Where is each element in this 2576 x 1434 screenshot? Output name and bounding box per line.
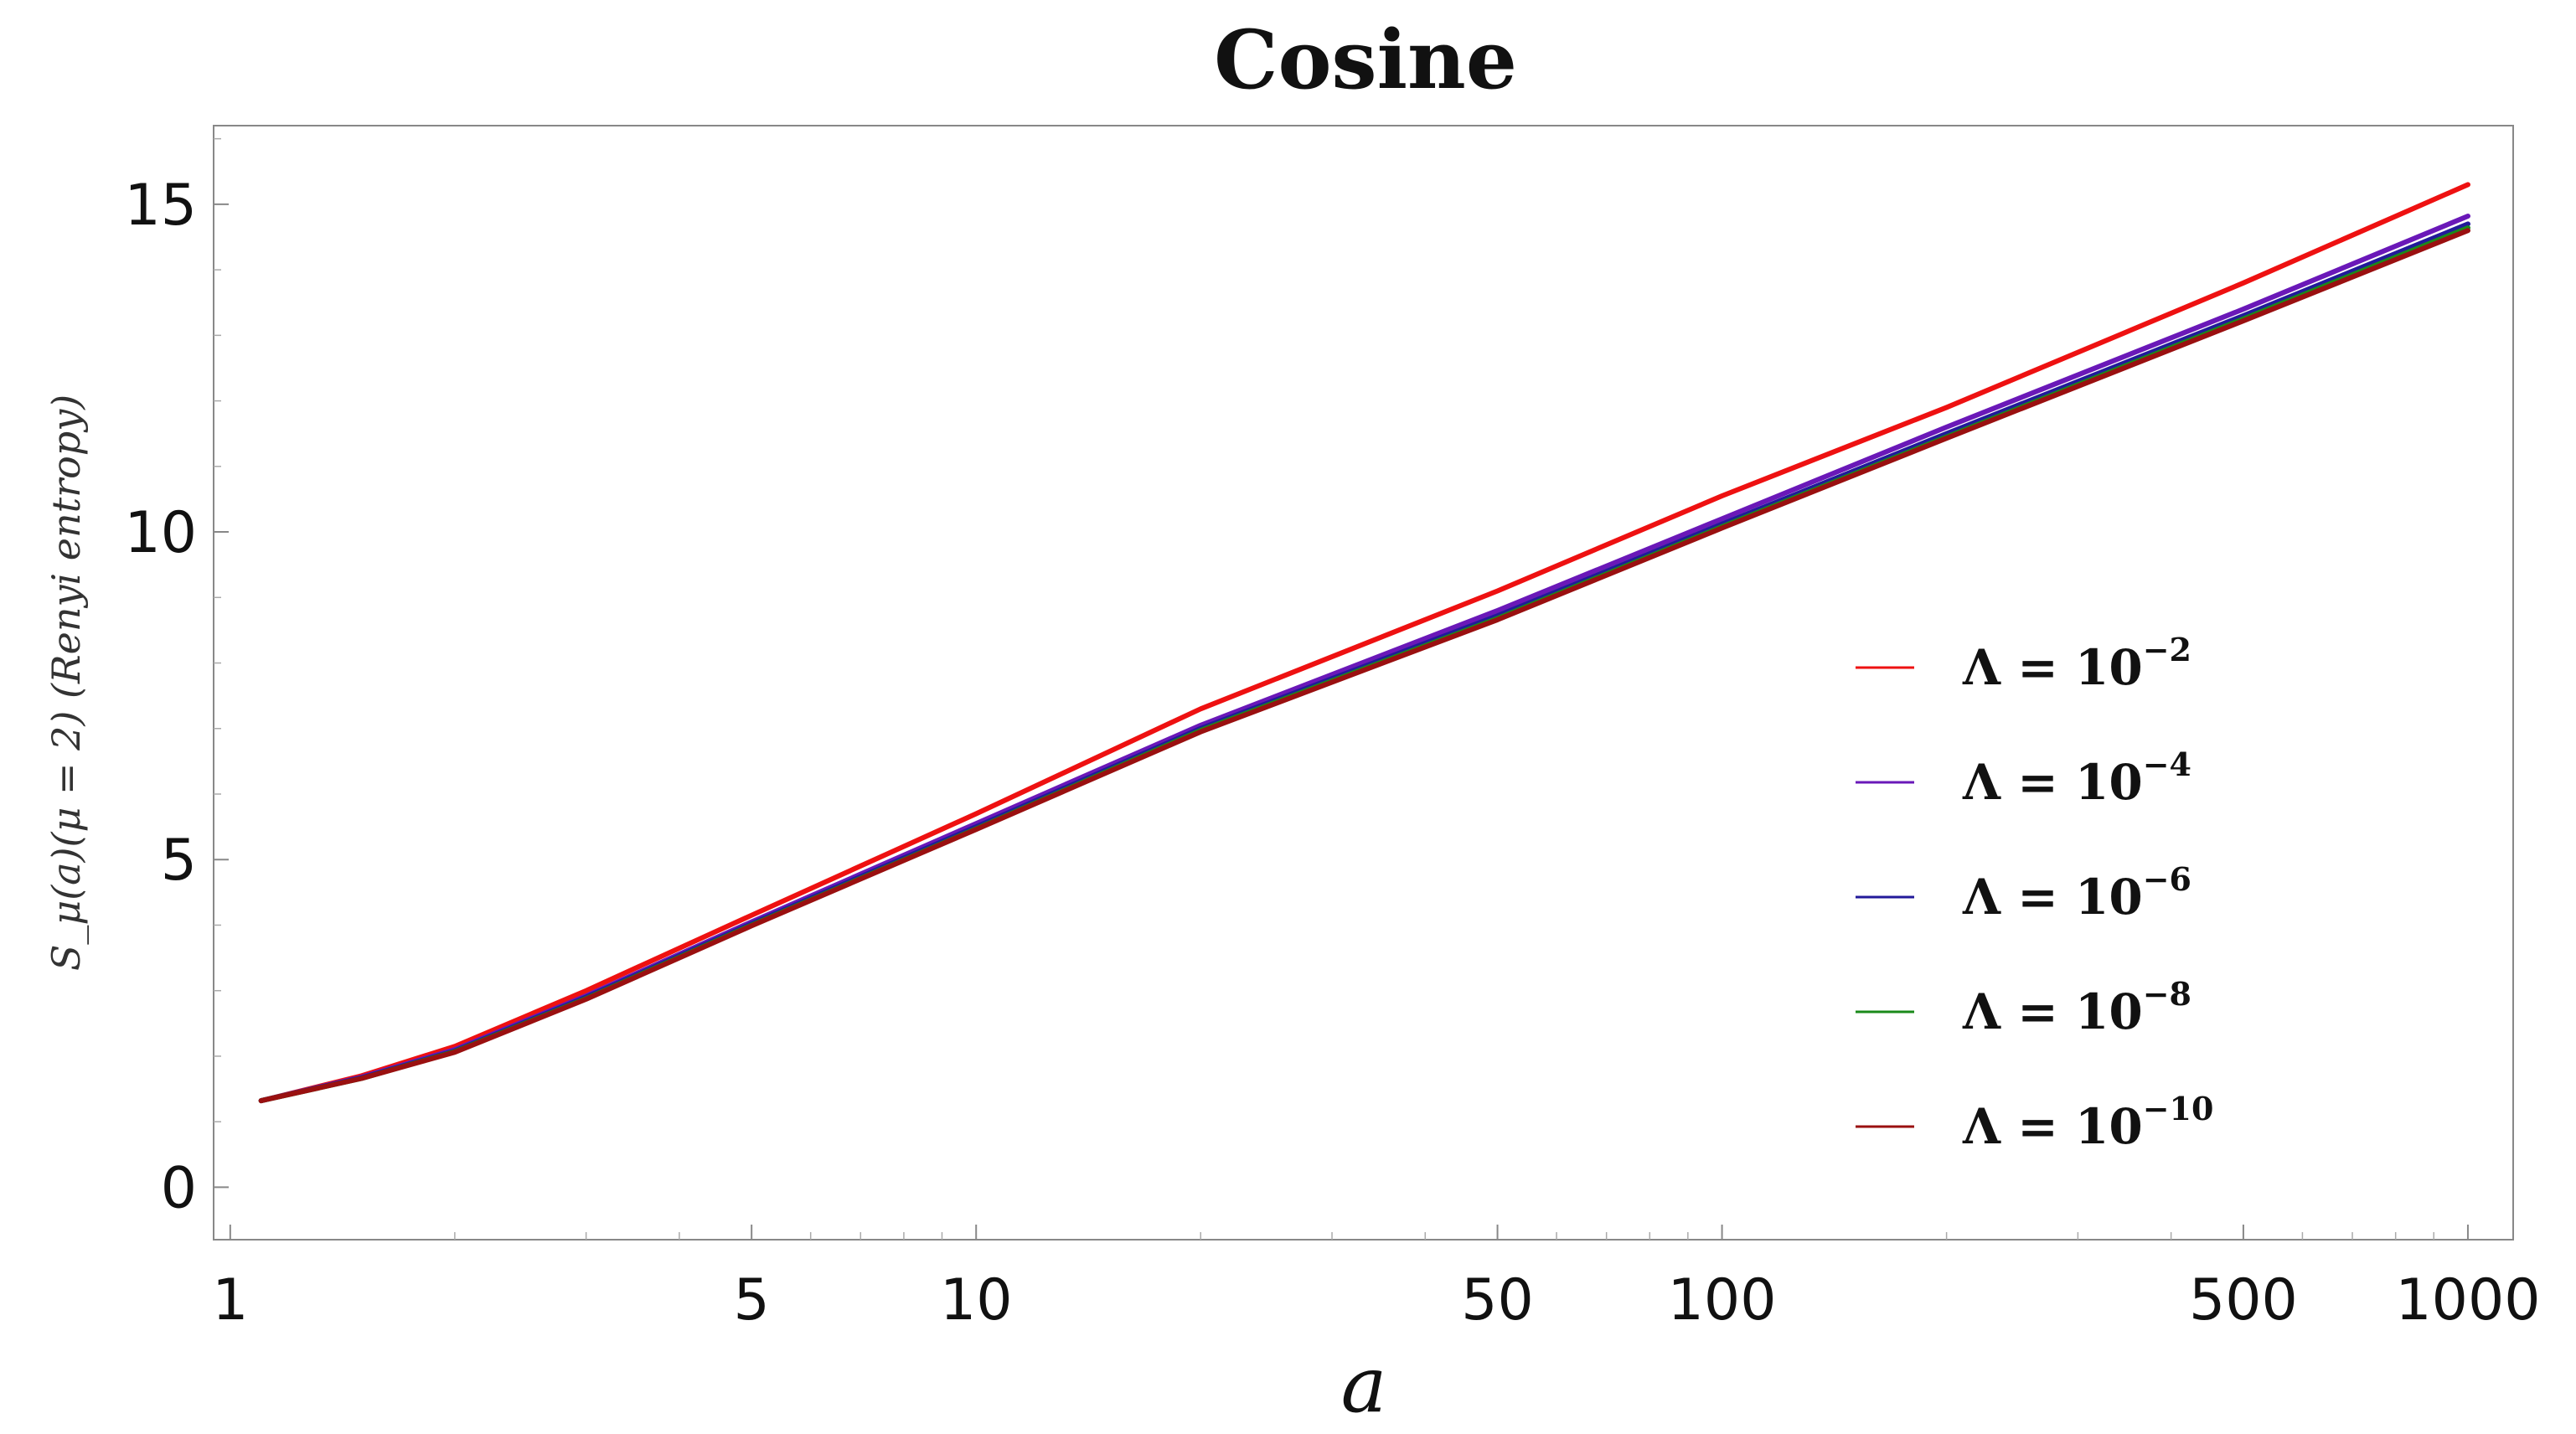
y-tick-label: 0 bbox=[161, 1155, 197, 1221]
legend-label-exponent: −4 bbox=[2143, 745, 2191, 783]
y-tick-label: 10 bbox=[124, 500, 197, 566]
legend-label: Λ = 10−10 bbox=[1962, 1090, 2213, 1155]
series-line-0 bbox=[258, 182, 2470, 1104]
legend: Λ = 10−2Λ = 10−4Λ = 10−6Λ = 10−8Λ = 10−1… bbox=[1856, 631, 2213, 1155]
legend-label-exponent: −10 bbox=[2143, 1090, 2214, 1127]
x-tick-label: 1 bbox=[212, 1267, 248, 1333]
x-tick-label: 500 bbox=[2189, 1267, 2298, 1333]
legend-label-exponent: −6 bbox=[2143, 860, 2191, 898]
x-tick-label: 100 bbox=[1668, 1267, 1777, 1333]
legend-label-base: Λ = 10 bbox=[1962, 639, 2143, 696]
legend-label-exponent: −8 bbox=[2143, 975, 2191, 1013]
legend-label: Λ = 10−6 bbox=[1962, 860, 2191, 926]
chart-title: Cosine bbox=[1214, 13, 1517, 107]
y-axis-label: S_μ(a)(μ = 2) (Renyi entropy) bbox=[44, 395, 89, 971]
plot-frame bbox=[213, 125, 2514, 1241]
legend-label-exponent: −2 bbox=[2143, 631, 2191, 668]
legend-label: Λ = 10−4 bbox=[1962, 745, 2191, 811]
legend-label: Λ = 10−2 bbox=[1962, 631, 2191, 696]
x-tick-label: 1000 bbox=[2395, 1267, 2540, 1333]
series-layer bbox=[258, 182, 2470, 1104]
legend-label-base: Λ = 10 bbox=[1962, 983, 2143, 1040]
y-tick-label: 15 bbox=[124, 173, 197, 239]
x-axis-label: a bbox=[1341, 1340, 1387, 1430]
x-tick-label: 5 bbox=[734, 1267, 770, 1333]
legend-label: Λ = 10−8 bbox=[1962, 975, 2191, 1040]
x-tick-label: 10 bbox=[940, 1267, 1013, 1333]
y-tick-label: 5 bbox=[161, 828, 197, 894]
legend-label-base: Λ = 10 bbox=[1962, 869, 2143, 926]
x-tick-label: 50 bbox=[1461, 1267, 1534, 1333]
legend-label-base: Λ = 10 bbox=[1962, 754, 2143, 811]
legend-label-base: Λ = 10 bbox=[1962, 1098, 2143, 1155]
series-line-4 bbox=[258, 228, 2470, 1104]
